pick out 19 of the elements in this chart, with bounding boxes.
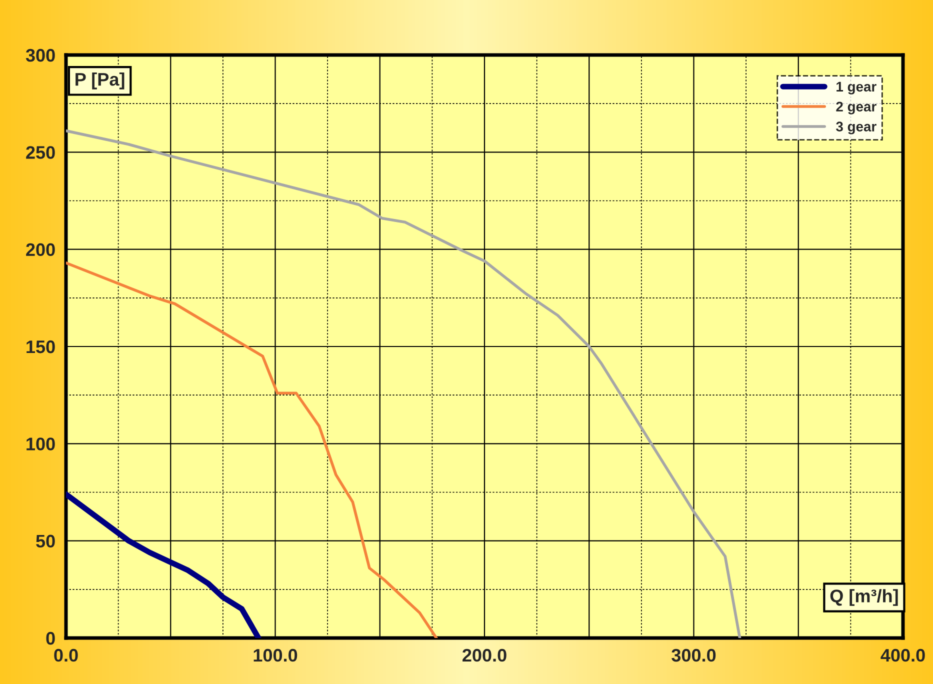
x-axis-title: Q [m³/h] (830, 589, 898, 606)
x-tick-label: 0.0 (54, 648, 78, 662)
line-series (66, 129, 742, 638)
x-tick-label: 400.0 (880, 648, 925, 662)
y-tick-label: 300 (26, 48, 55, 62)
legend-label: 2 gear (836, 102, 876, 114)
x-tick-label: 200.0 (462, 648, 506, 662)
y-tick-label: 200 (26, 243, 55, 256)
y-tick-label: 150 (26, 340, 55, 354)
legend-label: 3 gear (836, 122, 876, 134)
x-tick-label: 300.0 (672, 648, 716, 662)
y-tick-label: 100 (26, 438, 55, 450)
x-tick-label: 100.0 (254, 648, 298, 662)
y-axis-title: P [Pa] (76, 72, 124, 90)
y-tick-label: 250 (26, 146, 55, 159)
legend-label: 1 gear (836, 82, 876, 94)
y-tick-label: 0 (46, 632, 55, 645)
line-series (66, 262, 438, 638)
y-tick-label: 50 (36, 534, 55, 548)
